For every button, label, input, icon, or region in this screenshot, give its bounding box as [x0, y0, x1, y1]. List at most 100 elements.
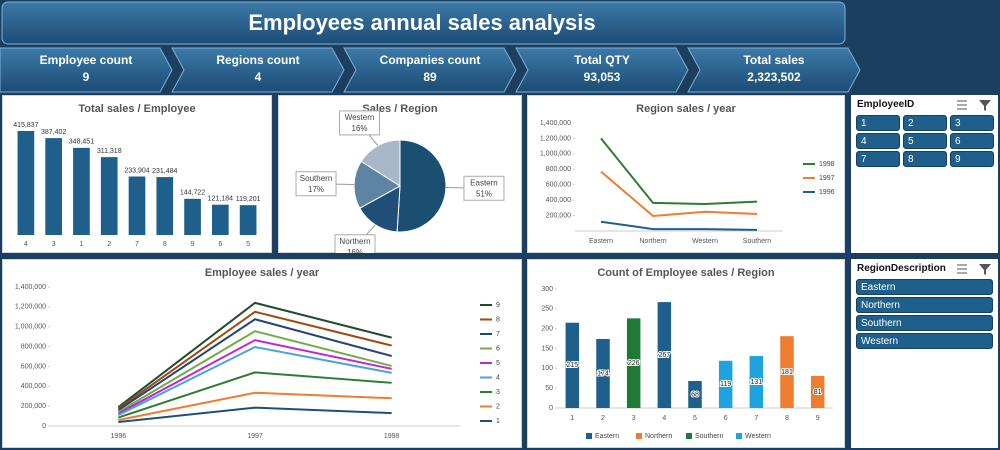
- panel-border: [2, 259, 522, 448]
- y-tick-label: 200,000: [546, 212, 571, 219]
- x-tick-label: 2: [107, 241, 111, 248]
- x-tick-label: 6: [218, 241, 222, 248]
- slicer-icons[interactable]: [954, 98, 994, 112]
- bar: [239, 205, 257, 235]
- line: [118, 406, 392, 424]
- pie-slice: [396, 139, 447, 233]
- value-label: 119,201: [236, 196, 261, 203]
- x-tick-label: 2: [601, 415, 605, 422]
- x-tick-label: 8: [163, 241, 167, 248]
- x-tick-label: 1: [79, 241, 83, 248]
- value-label: 68: [691, 391, 699, 398]
- category-label: Northern: [339, 237, 370, 246]
- line: [117, 339, 392, 415]
- x-tick-label: 7: [135, 241, 139, 248]
- y-tick-label: 250: [541, 306, 553, 313]
- line: [117, 318, 392, 411]
- slicer-item[interactable]: Western: [856, 333, 993, 349]
- bar: [156, 177, 174, 235]
- legend-label: 7: [496, 331, 500, 338]
- category-label: Eastern: [470, 178, 498, 187]
- slicer-item[interactable]: 3: [950, 115, 994, 131]
- legend-label: 1997: [819, 175, 835, 182]
- panel: Count of Employee sales / Region 0 50 100 15…: [527, 259, 845, 448]
- legend-label: Southern: [695, 433, 724, 440]
- y-tick-label: 1,200,000: [540, 135, 571, 142]
- kpi-value: 2,323,502: [747, 70, 801, 84]
- legend-swatch: [636, 433, 642, 439]
- x-tick-label: Western: [692, 238, 718, 245]
- slicer-item[interactable]: 7: [856, 151, 900, 167]
- legend-label: 3: [496, 389, 500, 396]
- y-tick-label: 400,000: [546, 197, 571, 204]
- x-tick-label: 9: [191, 241, 195, 248]
- x-tick-label: 4: [662, 415, 666, 422]
- pie-slice: [359, 185, 401, 233]
- kpi-label: Total QTY: [574, 53, 630, 67]
- slicer-item[interactable]: Southern: [856, 315, 993, 331]
- value-label: 233,904: [124, 167, 149, 174]
- slicer-item[interactable]: 9: [950, 151, 994, 167]
- bar: [45, 138, 62, 235]
- y-tick-label: 800,000: [546, 166, 571, 173]
- value-label: 81: [814, 389, 822, 396]
- y-tick-label: 600,000: [546, 182, 571, 189]
- legend-swatch: [586, 433, 592, 439]
- value-label: 267: [658, 352, 670, 359]
- legend-swatch: [686, 433, 692, 439]
- slicer-item[interactable]: 6: [950, 133, 994, 149]
- chart-title: Count of Employee sales / Region: [597, 267, 775, 279]
- bar-segment: [749, 356, 764, 408]
- slicer-title: RegionDescription: [857, 263, 946, 274]
- slicer-item[interactable]: 2: [903, 115, 947, 131]
- kpi-label: Employee count: [40, 53, 133, 67]
- line: [117, 330, 392, 413]
- x-tick-label: Southern: [743, 238, 772, 245]
- value-label: 348,451: [69, 139, 94, 146]
- value-label: 174: [597, 370, 609, 377]
- slicer-title: EmployeeID: [857, 99, 915, 110]
- value-label: 16%: [347, 248, 363, 253]
- slicer-item[interactable]: Northern: [856, 297, 993, 313]
- bar-segment: [565, 322, 580, 408]
- slicer-item[interactable]: 4: [856, 133, 900, 149]
- value-label: 17%: [308, 185, 324, 194]
- slicer-item[interactable]: 1: [856, 115, 900, 131]
- bar: [128, 176, 146, 235]
- x-tick-label: 8: [785, 415, 789, 422]
- title-bar: [1, 1, 846, 45]
- line: [117, 301, 392, 408]
- chart: Count of Employee sales / Region05010015…: [527, 259, 845, 448]
- slicer-item[interactable]: Eastern: [856, 279, 993, 295]
- value-label: 215: [566, 362, 578, 369]
- kpi-label: Total sales: [743, 53, 804, 67]
- chart: Employee sales / year 0 200,000 400,000 600,…: [2, 259, 522, 448]
- slicer-item[interactable]: 8: [903, 151, 947, 167]
- slicer-item[interactable]: 5: [903, 133, 947, 149]
- x-tick-label: 9: [816, 415, 820, 422]
- y-tick-label: 0: [42, 423, 46, 430]
- bar: [17, 131, 35, 235]
- bar-segment: [657, 302, 672, 408]
- chart: Total sales / Employee 415,837 4 387,402 3 34…: [2, 95, 272, 253]
- legend-label: 9: [496, 302, 500, 309]
- label-box: [339, 110, 381, 136]
- bar-segment: [596, 338, 610, 408]
- y-tick-label: 300: [541, 286, 553, 293]
- slicer-icons[interactable]: [954, 262, 994, 276]
- legend-label: 8: [496, 316, 500, 323]
- category-label: Western: [345, 113, 375, 122]
- value-label: 231,484: [152, 168, 177, 175]
- legend-label: 1996: [819, 189, 835, 196]
- bar: [184, 198, 201, 235]
- y-tick-label: 150: [541, 345, 553, 352]
- chart-title: Sales / Region: [362, 103, 437, 115]
- x-tick-label: 3: [52, 241, 56, 248]
- legend-label: Eastern: [595, 433, 619, 440]
- label-box: [463, 175, 505, 201]
- value-label: 144,722: [180, 190, 205, 197]
- category-label: Southern: [300, 174, 332, 183]
- chart: Region sales / year 200,000 400,000 600,000…: [527, 95, 845, 253]
- panel-border: [527, 259, 845, 448]
